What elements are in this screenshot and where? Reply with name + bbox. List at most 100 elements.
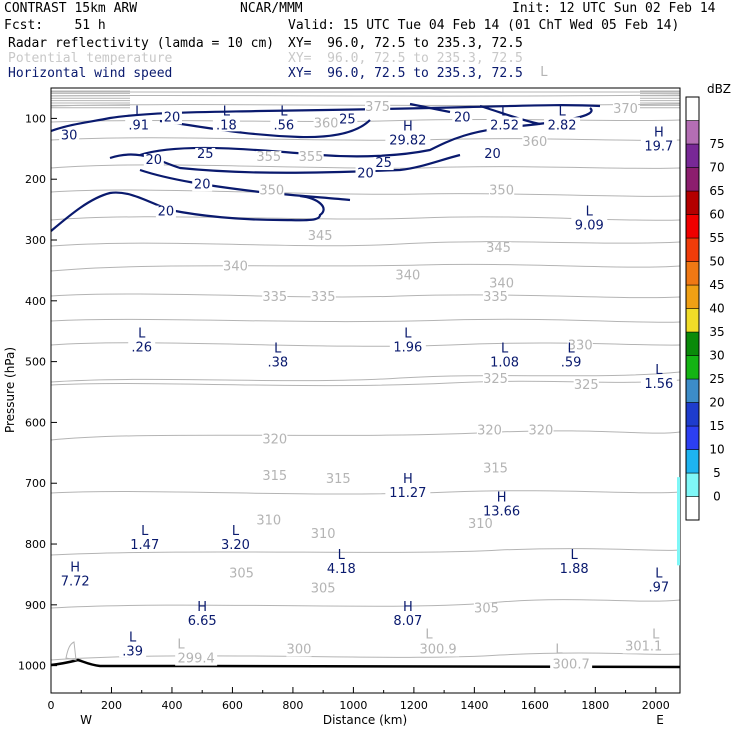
wind-contour-line (50, 104, 601, 133)
theta-label-bg (528, 424, 554, 438)
wind-extremum-bg (557, 354, 585, 369)
field-theta-xy: XY= 96.0, 72.5 to 235.3, 72.5 (288, 51, 523, 66)
theta-label-bg (573, 378, 599, 392)
colorbar-swatch (685, 237, 700, 262)
theta-label: 300.9 (419, 642, 456, 657)
wind-extremum-letter: L (232, 524, 240, 539)
theta-label: 340 (395, 269, 420, 284)
theta-extremum-letter: L (177, 638, 185, 653)
theta-label: 360 (314, 117, 339, 132)
wind-extremum-letter: L (571, 548, 579, 563)
wind-extremum-letter: L (338, 548, 346, 563)
terrain-theta-kink (65, 641, 77, 661)
theta-contour-line (50, 189, 681, 197)
theta-contour-line (50, 241, 681, 247)
wind-contour-line (409, 102, 451, 114)
theta-label-bg (364, 101, 391, 115)
wind-label-bg (143, 154, 164, 168)
wind-extremum-letter: L (404, 326, 412, 341)
wind-extremum-value: 1.47 (130, 538, 159, 553)
wind-extremum-bg (640, 375, 677, 390)
colorbar-swatch (685, 402, 700, 427)
west-label: W (80, 713, 92, 727)
colorbar-level-label: 5 (713, 466, 721, 480)
wind-extremum-letter: H (497, 490, 507, 505)
colorbar-level-label: 25 (709, 372, 724, 386)
wind-extremum-value: 2.82 (548, 118, 577, 133)
theta-label: 305 (474, 602, 499, 617)
theta-label: 330 (568, 338, 593, 353)
wind-extremum-letter: L (135, 104, 143, 119)
theta-label: 300 (287, 642, 312, 657)
colorbar-level-label: 45 (709, 278, 724, 292)
wind-contour-label: 30 (61, 129, 78, 144)
wind-extremum-letter: H (70, 560, 80, 575)
colorbar-swatch (685, 355, 700, 380)
theta-contour-line (50, 548, 681, 556)
wind-extremum-letter: L (558, 104, 566, 119)
wind-extremum-value: .38 (267, 355, 288, 370)
theta-label-bg (482, 372, 509, 386)
wind-extremum-value: .59 (561, 355, 582, 370)
wind-label-bg (482, 147, 503, 161)
wind-extremum-bg (217, 536, 254, 551)
theta-contour-line (50, 430, 681, 441)
colorbar-swatch (685, 449, 700, 474)
wind-contour-label: 20 (194, 177, 211, 192)
wind-extremum-bg (128, 339, 156, 354)
theta-label-bg (298, 150, 324, 164)
theta-label: 355 (256, 150, 281, 165)
theta-label-bg (310, 290, 336, 304)
wind-extremum-bg (385, 485, 431, 500)
theta-label-bg (313, 117, 339, 131)
wind-extremum-bg (645, 579, 673, 594)
wind-label-bg (195, 147, 216, 161)
colorbar-swatch (685, 96, 700, 121)
wind-extremum-value: 13.66 (483, 504, 520, 519)
wind-extremum-letter: L (129, 630, 137, 645)
wind-extremum-value: 3.20 (221, 538, 250, 553)
wind-extremum-bg (544, 117, 581, 132)
wind-extremum-bg (323, 561, 360, 576)
wind-extremum-value: .18 (216, 118, 237, 133)
theta-contour-line (50, 652, 681, 661)
theta-extremum-letter: L (425, 627, 433, 642)
wind-extremum-letter: H (654, 126, 664, 141)
theta-label: 301.1 (625, 639, 662, 654)
wind-label-bg (373, 157, 394, 171)
theta-label-bg (550, 658, 593, 672)
colorbar-unit: dBZ (707, 82, 731, 96)
wind-extremum-bg (57, 573, 94, 588)
y-tick-label: 300 (25, 234, 46, 247)
theta-label: 325 (483, 372, 508, 387)
wind-extremum-value: 1.96 (393, 340, 422, 355)
wind-extremum-letter: L (280, 104, 288, 119)
theta-label-bg (310, 527, 336, 541)
colorbar-swatch (685, 308, 700, 333)
wind-label-bg (337, 113, 358, 127)
theta-label: 300.7 (553, 658, 590, 673)
theta-label: 335 (311, 290, 336, 305)
wind-extremum-bg (479, 503, 525, 518)
wind-label-bg (452, 111, 473, 125)
wind-extremum-letter: H (197, 600, 207, 615)
theta-label-bg (325, 473, 351, 487)
y-tick-label: 500 (25, 356, 46, 369)
theta-label-bg (473, 602, 500, 616)
wind-extremum-letter: L (138, 326, 146, 341)
theta-label-bg (175, 652, 218, 666)
y-tick-label: 800 (25, 538, 46, 551)
theta-label-bg (307, 230, 333, 244)
wind-contour-line (50, 191, 325, 232)
wind-extremum-letter: L (586, 205, 594, 220)
theta-label-bg (488, 184, 515, 198)
wind-contour-label: 20 (454, 110, 471, 125)
theta-contour-line (50, 137, 681, 141)
init-time: Init: 12 UTC Sun 02 Feb 14 (512, 1, 716, 16)
theta-label: 315 (326, 472, 351, 487)
valid-time: Valid: 15 UTC Tue 04 Feb 14 (01 ChT Wed … (288, 18, 680, 33)
theta-contour-line (50, 371, 681, 383)
theta-label: 310 (256, 514, 281, 529)
y-tick-label: 900 (25, 599, 46, 612)
